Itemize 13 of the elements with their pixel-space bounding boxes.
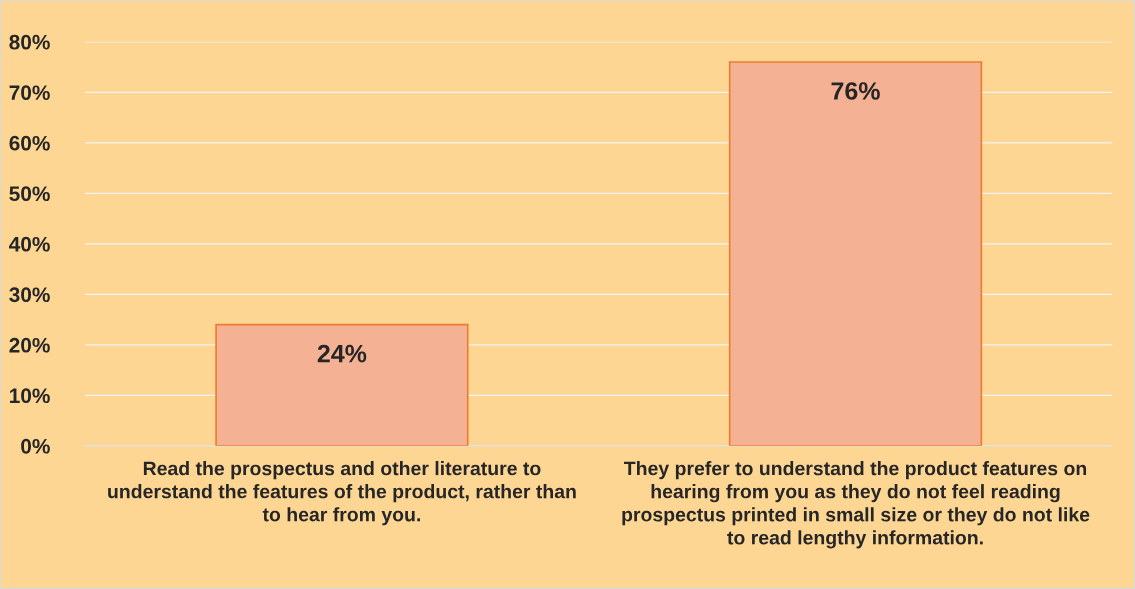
y-tick-label: 50% xyxy=(9,186,50,202)
y-tick-label: 30% xyxy=(9,287,50,303)
y-tick-label: 10% xyxy=(10,388,50,404)
y-tick-label: 60% xyxy=(9,135,50,151)
y-tick-label: 0% xyxy=(21,438,50,454)
y-tick-label: 40% xyxy=(9,236,50,252)
y-tick-label: 70% xyxy=(9,85,50,101)
x-tick-label: Read the prospectus and other literature to understand the features of the product, rather than to hear from you. xyxy=(108,461,576,526)
y-tick-label: 80% xyxy=(9,34,50,50)
x-tick-label: They prefer to understand the product features on hearing from you as they do not feel reading prospectus printed in small size or they do not like to read lengthy information. xyxy=(622,461,1090,549)
data-label: 24% xyxy=(317,344,367,363)
data-label: 76% xyxy=(831,82,880,100)
y-tick-label: 20% xyxy=(9,337,50,353)
